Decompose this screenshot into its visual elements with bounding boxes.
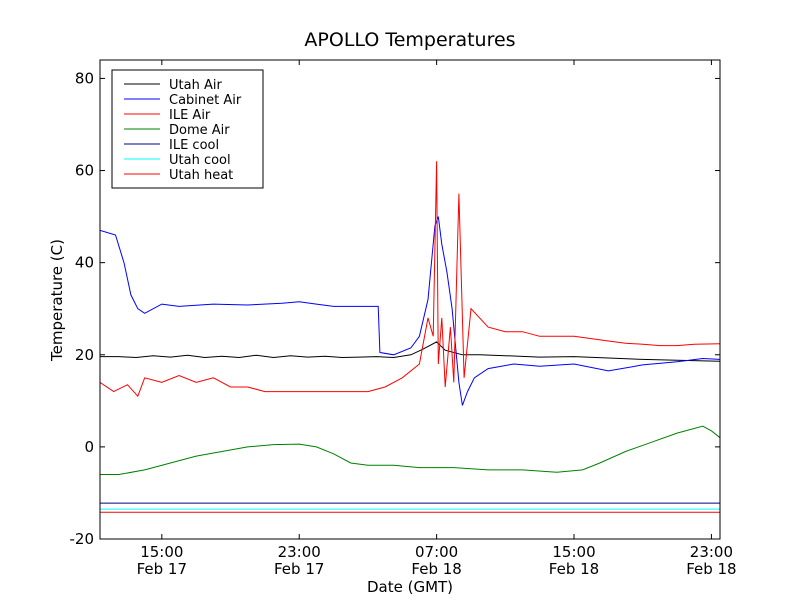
chart-title: APOLLO Temperatures [304, 29, 515, 51]
x-tick-date-label: Feb 18 [686, 560, 736, 578]
x-tick-date-label: Feb 17 [137, 560, 187, 578]
series-line-utah-air [100, 341, 720, 362]
legend-label: ILE Air [169, 108, 211, 123]
x-tick-date-label: Feb 18 [549, 560, 599, 578]
x-tick-time-label: 15:00 [140, 543, 183, 561]
legend-label: Dome Air [169, 123, 230, 138]
x-axis-label: Date (GMT) [367, 578, 453, 596]
legend-label: ILE cool [169, 138, 219, 153]
y-tick-label: 40 [75, 254, 94, 272]
x-tick-time-label: 23:00 [690, 543, 733, 561]
y-tick-label: -20 [70, 530, 95, 548]
legend-label: Cabinet Air [169, 93, 242, 108]
series-line-cabinet-air [100, 216, 720, 406]
y-axis-label: Temperature (C) [48, 239, 66, 362]
y-tick-label: 0 [84, 438, 94, 456]
legend-label: Utah heat [169, 168, 233, 183]
legend-label: Utah Air [169, 78, 222, 93]
x-tick-time-label: 23:00 [278, 543, 321, 561]
x-tick-time-label: 15:00 [552, 543, 595, 561]
y-tick-label: 80 [75, 69, 94, 87]
series-line-ile-air [100, 161, 720, 398]
x-tick-time-label: 07:00 [415, 543, 458, 561]
series-line-dome-air [100, 425, 720, 475]
x-tick-date-label: Feb 17 [274, 560, 324, 578]
y-tick-label: 60 [75, 162, 94, 180]
plot-frame [99, 59, 721, 540]
y-tick-label: 20 [75, 346, 94, 364]
x-tick-date-label: Feb 18 [411, 560, 461, 578]
legend-label: Utah cool [169, 153, 231, 168]
